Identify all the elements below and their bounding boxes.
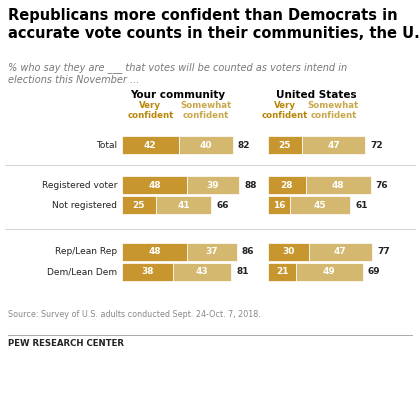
Text: 72: 72	[370, 141, 383, 149]
Text: 69: 69	[368, 268, 380, 277]
Text: 47: 47	[327, 141, 340, 149]
Bar	[187, 243, 237, 261]
Text: Dem/Lean Dem: Dem/Lean Dem	[47, 268, 117, 277]
Text: Very
confident: Very confident	[262, 101, 308, 120]
Bar	[268, 243, 309, 261]
Bar	[122, 263, 173, 281]
Text: 28: 28	[281, 180, 293, 189]
Text: 48: 48	[332, 180, 344, 189]
Text: Very
confident: Very confident	[127, 101, 173, 120]
Text: % who say they are ___ that votes will be counted as voters intend in
elections : % who say they are ___ that votes will b…	[8, 62, 347, 85]
Text: 25: 25	[133, 200, 145, 209]
Bar	[268, 263, 297, 281]
Bar	[122, 136, 178, 154]
Text: 40: 40	[200, 141, 212, 149]
Text: Total: Total	[96, 141, 117, 149]
Bar	[268, 196, 290, 214]
Bar	[187, 176, 239, 194]
Text: 88: 88	[244, 180, 257, 189]
Text: 45: 45	[314, 200, 326, 209]
Text: 48: 48	[148, 248, 161, 257]
Bar	[122, 196, 156, 214]
Text: 48: 48	[148, 180, 161, 189]
Text: 39: 39	[207, 180, 219, 189]
Bar	[122, 176, 187, 194]
Bar	[268, 136, 302, 154]
Text: Your community: Your community	[130, 90, 225, 100]
Text: 38: 38	[142, 268, 154, 277]
Bar	[178, 136, 233, 154]
Text: 49: 49	[323, 268, 336, 277]
Text: PEW RESEARCH CENTER: PEW RESEARCH CENTER	[8, 339, 124, 348]
Bar	[268, 176, 306, 194]
Text: Registered voter: Registered voter	[42, 180, 117, 189]
Text: Somewhat
confident: Somewhat confident	[180, 101, 231, 120]
Text: 47: 47	[334, 248, 346, 257]
Text: Source: Survey of U.S. adults conducted Sept. 24-Oct. 7, 2018.: Source: Survey of U.S. adults conducted …	[8, 310, 261, 319]
Text: 61: 61	[355, 200, 368, 209]
Text: 81: 81	[236, 268, 249, 277]
Text: 77: 77	[377, 248, 390, 257]
Text: 42: 42	[144, 141, 157, 149]
Text: 86: 86	[242, 248, 254, 257]
Text: 66: 66	[216, 200, 228, 209]
Text: 21: 21	[276, 268, 289, 277]
Text: 43: 43	[196, 268, 209, 277]
Text: United States: United States	[276, 90, 357, 100]
Text: 76: 76	[375, 180, 388, 189]
Text: Rep/Lean Rep: Rep/Lean Rep	[55, 248, 117, 257]
Text: 16: 16	[273, 200, 285, 209]
Text: 37: 37	[205, 248, 218, 257]
Bar	[302, 136, 365, 154]
Bar	[309, 243, 372, 261]
Bar	[297, 263, 362, 281]
Text: 25: 25	[278, 141, 291, 149]
Text: Republicans more confident than Democrats in
accurate vote counts in their commu: Republicans more confident than Democrat…	[8, 8, 420, 41]
Text: 30: 30	[282, 248, 294, 257]
Text: Not registered: Not registered	[52, 200, 117, 209]
Text: Somewhat
confident: Somewhat confident	[308, 101, 359, 120]
Text: 82: 82	[238, 141, 250, 149]
Bar	[122, 243, 187, 261]
Bar	[156, 196, 211, 214]
Text: 41: 41	[177, 200, 190, 209]
Bar	[290, 196, 350, 214]
Bar	[173, 263, 231, 281]
Bar	[306, 176, 370, 194]
